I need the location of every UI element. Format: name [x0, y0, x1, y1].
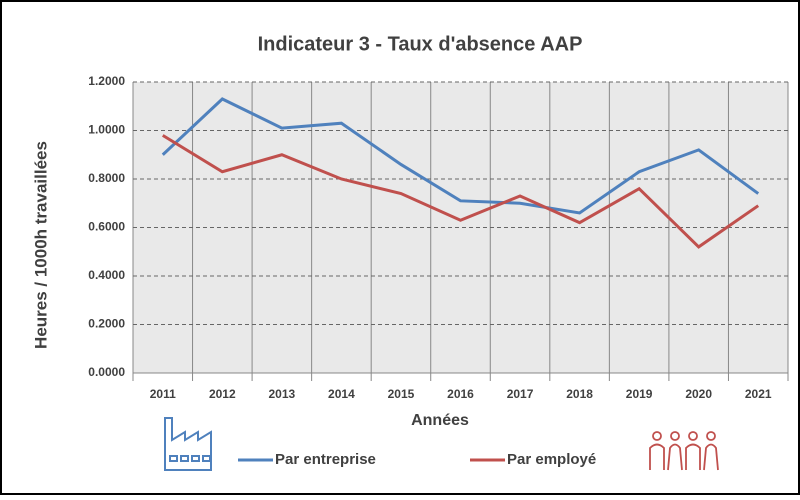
- x-tick-label: 2015: [388, 387, 415, 401]
- factory-icon: [164, 417, 212, 471]
- y-axis-title: Heures / 1000h travaillées: [31, 141, 50, 349]
- x-tick-label: 2013: [269, 387, 296, 401]
- chart-title: Indicateur 3 - Taux d'absence AAP: [258, 33, 583, 55]
- x-tick-label: 2019: [626, 387, 653, 401]
- x-tick-label: 2014: [328, 387, 355, 401]
- x-tick-label: 2018: [566, 387, 593, 401]
- legend-label: Par employé: [507, 451, 596, 468]
- y-tick-label: 0.4000: [88, 268, 125, 282]
- y-tick-label: 0.0000: [88, 365, 125, 379]
- y-tick-label: 0.2000: [88, 317, 125, 331]
- legend-label: Par entreprise: [275, 451, 376, 468]
- x-tick-label: 2017: [507, 387, 534, 401]
- x-tick-label: 2011: [150, 387, 176, 401]
- y-tick-label: 1.0000: [88, 123, 125, 137]
- x-tick-label: 2020: [685, 387, 712, 401]
- x-axis-title: Années: [411, 412, 469, 429]
- y-tick-label: 0.6000: [88, 220, 125, 234]
- series-line: [161, 97, 760, 215]
- people-icon: [649, 431, 719, 471]
- y-tick-label: 0.8000: [88, 171, 125, 185]
- x-tick-label: 2016: [447, 387, 474, 401]
- x-tick-label: 2012: [209, 387, 236, 401]
- x-tick-label: 2021: [745, 387, 772, 401]
- series-line: [161, 134, 760, 249]
- y-tick-label: 1.2000: [88, 74, 125, 88]
